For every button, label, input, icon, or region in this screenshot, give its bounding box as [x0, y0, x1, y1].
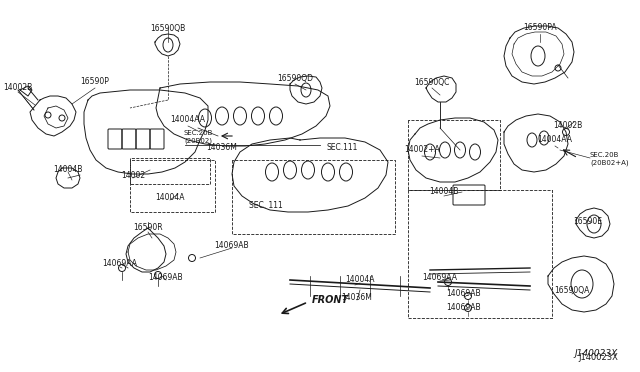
- Text: SEC.20B: SEC.20B: [590, 152, 620, 158]
- Text: (20B02+A): (20B02+A): [590, 160, 628, 166]
- Text: SEC. 111: SEC. 111: [249, 201, 283, 209]
- Text: 14002+A: 14002+A: [404, 145, 440, 154]
- Text: 14069AA: 14069AA: [102, 259, 138, 267]
- Text: 14002B: 14002B: [554, 121, 582, 129]
- Text: 14069AB: 14069AB: [447, 289, 481, 298]
- Text: 16590R: 16590R: [133, 224, 163, 232]
- Text: (20B02): (20B02): [184, 138, 212, 144]
- Text: 14036M: 14036M: [342, 294, 372, 302]
- Text: 14036M: 14036M: [207, 144, 237, 153]
- Text: 16590QB: 16590QB: [150, 23, 186, 32]
- Text: 16590P: 16590P: [81, 77, 109, 87]
- Text: 16590QA: 16590QA: [554, 285, 589, 295]
- Text: SEC.20B: SEC.20B: [183, 130, 212, 136]
- Text: 14002: 14002: [121, 170, 145, 180]
- Text: 16590QC: 16590QC: [414, 77, 450, 87]
- Text: SEC.111: SEC.111: [326, 144, 358, 153]
- Text: 14069AB: 14069AB: [214, 241, 250, 250]
- Text: 14004B: 14004B: [53, 166, 83, 174]
- Text: 16590PA: 16590PA: [523, 23, 557, 32]
- Text: 14069AB: 14069AB: [447, 304, 481, 312]
- Text: 16590QD: 16590QD: [277, 74, 313, 83]
- Text: 14069AB: 14069AB: [148, 273, 183, 282]
- Text: 16590E: 16590E: [573, 218, 602, 227]
- Text: FRONT: FRONT: [312, 295, 349, 305]
- Text: 14004A: 14004A: [345, 276, 375, 285]
- Text: 14004AA: 14004AA: [170, 115, 205, 125]
- Text: 14002B: 14002B: [3, 83, 33, 93]
- Text: J140023X: J140023X: [578, 353, 618, 362]
- Text: J140023X: J140023X: [575, 349, 618, 358]
- Text: 14069AA: 14069AA: [422, 273, 458, 282]
- Text: 14004A: 14004A: [156, 192, 185, 202]
- Text: 14004AA: 14004AA: [538, 135, 573, 144]
- Text: 14004B: 14004B: [429, 187, 459, 196]
